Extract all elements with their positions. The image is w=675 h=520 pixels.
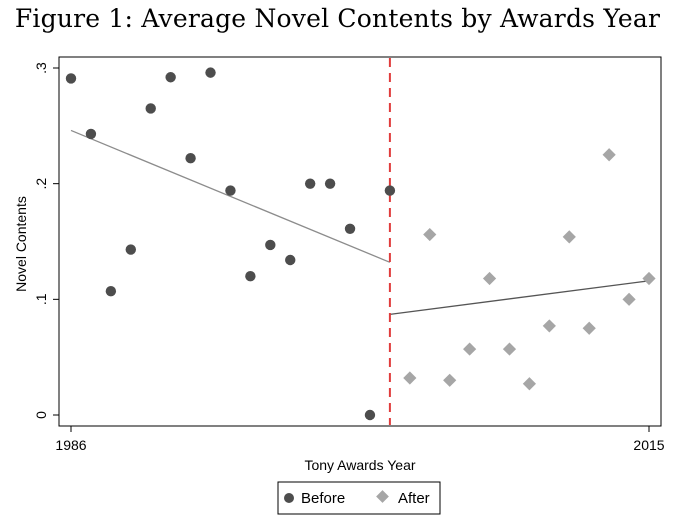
point-after (502, 342, 517, 356)
legend-after-label: After (398, 490, 430, 507)
point-before (165, 72, 176, 83)
point-before (65, 73, 77, 84)
point-after (482, 271, 497, 286)
y-tick-label: .1 (33, 293, 49, 305)
point-after (463, 342, 477, 356)
point-after (622, 292, 636, 306)
point-after (443, 373, 457, 387)
point-before (225, 185, 236, 196)
point-before (324, 178, 336, 189)
point-before (384, 185, 396, 196)
y-tick-label: .3 (33, 62, 49, 74)
point-before (364, 409, 376, 421)
y-axis: 0 .1 .2 .3 (33, 62, 59, 419)
plot-area (58, 56, 662, 427)
point-before (265, 239, 276, 251)
point-after (522, 377, 537, 391)
point-before (245, 271, 256, 282)
point-after (423, 227, 437, 242)
figure-title: Figure 1: Average Novel Contents by Awar… (14, 4, 661, 33)
x-axis-title: Tony Awards Year (304, 457, 415, 473)
point-before (125, 244, 136, 255)
point-after (562, 230, 576, 244)
point-after (642, 271, 656, 286)
x-tick-label: 2015 (633, 437, 664, 453)
point-after (582, 321, 596, 335)
point-before (145, 103, 156, 114)
x-tick-label: 1986 (55, 437, 86, 453)
point-after (542, 319, 556, 333)
legend-after-marker (376, 490, 389, 503)
fit-lines (70, 129, 650, 316)
point-before (205, 67, 216, 78)
point-before (285, 254, 296, 266)
y-tick-label: 0 (33, 411, 49, 419)
point-after (403, 371, 417, 385)
y-tick-label: .2 (33, 178, 49, 190)
point-before (85, 128, 97, 140)
legend-box (277, 481, 441, 515)
point-before (105, 286, 117, 297)
fit-line-after (389, 280, 650, 316)
fit-line-before (70, 129, 391, 263)
point-before (344, 223, 356, 234)
legend-before-label: Before (301, 490, 345, 507)
point-before (304, 178, 316, 189)
point-after (602, 148, 616, 162)
point-before (185, 153, 196, 164)
x-axis: 1986 2015 (55, 426, 665, 453)
legend: Before After (277, 481, 441, 515)
y-axis-title: Novel Contents (13, 196, 29, 292)
legend-before-marker (284, 493, 294, 503)
data-points (65, 67, 656, 421)
